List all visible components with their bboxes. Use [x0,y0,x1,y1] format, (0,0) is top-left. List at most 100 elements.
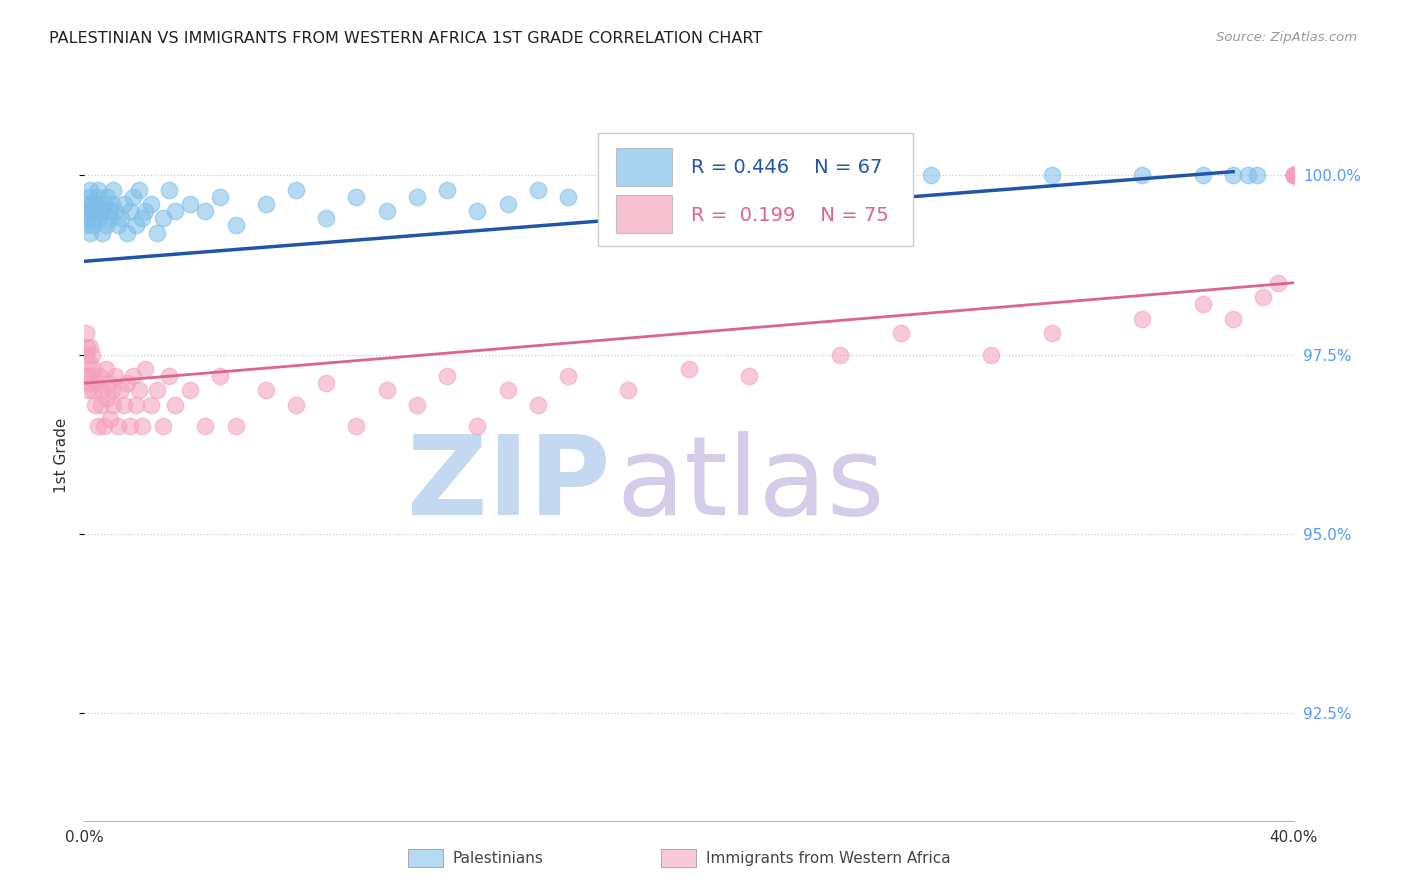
Point [90,398,112,412]
Point [79,226,101,240]
Point [527,183,550,197]
Text: Immigrants from Western Africa: Immigrants from Western Africa [706,851,950,865]
Point [678,362,700,376]
Point [86,204,108,219]
Point [678,183,700,197]
Point [315,376,337,391]
Point [152,419,174,434]
Point [527,398,550,412]
Point [1132,311,1154,326]
Point [118,419,141,434]
Point [87,419,110,434]
Point [179,197,201,211]
Point [110,211,132,226]
Point [1282,168,1305,182]
Point [146,226,169,240]
Point [406,190,429,204]
Point [225,419,247,434]
Point [93,197,115,211]
Point [131,419,153,434]
Point [80,347,103,361]
Point [496,384,519,398]
Point [98,412,121,426]
Point [101,398,124,412]
Point [467,419,489,434]
Point [91,384,114,398]
Point [75,326,97,340]
Point [920,168,942,182]
Point [285,183,308,197]
Point [79,376,101,391]
Y-axis label: 1st Grade: 1st Grade [53,417,69,492]
Point [80,197,103,211]
Point [225,219,247,233]
Point [1282,168,1305,182]
Point [157,369,180,384]
Point [97,204,120,219]
Point [1132,168,1154,182]
Point [179,384,201,398]
Point [738,369,761,384]
Point [980,347,1002,361]
Point [209,190,232,204]
Point [93,419,115,434]
Point [617,384,640,398]
Point [94,219,117,233]
Point [139,398,162,412]
Point [436,183,458,197]
Point [87,183,110,197]
Point [77,190,100,204]
Point [1253,290,1275,304]
Point [75,219,97,233]
Point [436,369,458,384]
Point [118,204,141,219]
Point [194,204,217,219]
Point [165,398,187,412]
Point [134,204,156,219]
Point [134,362,156,376]
FancyBboxPatch shape [599,133,912,246]
Point [315,211,337,226]
Point [617,176,640,190]
Point [79,183,101,197]
Point [1282,168,1305,182]
Point [1040,326,1063,340]
Point [557,190,579,204]
Point [77,211,100,226]
Point [82,362,104,376]
Point [76,340,98,354]
Point [75,347,97,361]
Point [125,398,148,412]
Point [128,183,150,197]
Point [131,211,153,226]
Point [89,211,111,226]
Point [738,190,761,204]
Point [557,369,579,384]
Point [496,197,519,211]
Point [830,176,852,190]
Point [157,183,180,197]
Point [112,197,135,211]
FancyBboxPatch shape [616,195,672,234]
Point [91,226,114,240]
Point [209,369,232,384]
Text: Palestinians: Palestinians [453,851,544,865]
Point [77,384,100,398]
Point [76,369,98,384]
FancyBboxPatch shape [616,148,672,186]
Point [1222,168,1244,182]
Text: R =  0.199    N = 75: R = 0.199 N = 75 [692,206,889,226]
Point [139,197,162,211]
Point [146,384,169,398]
Point [121,369,143,384]
Point [84,197,107,211]
Text: ZIP: ZIP [406,431,610,538]
Text: PALESTINIAN VS IMMIGRANTS FROM WESTERN AFRICA 1ST GRADE CORRELATION CHART: PALESTINIAN VS IMMIGRANTS FROM WESTERN A… [49,31,762,46]
Point [100,384,122,398]
Point [1222,311,1244,326]
Point [467,204,489,219]
Point [375,204,398,219]
Point [112,398,135,412]
Point [77,354,100,368]
Point [100,197,122,211]
